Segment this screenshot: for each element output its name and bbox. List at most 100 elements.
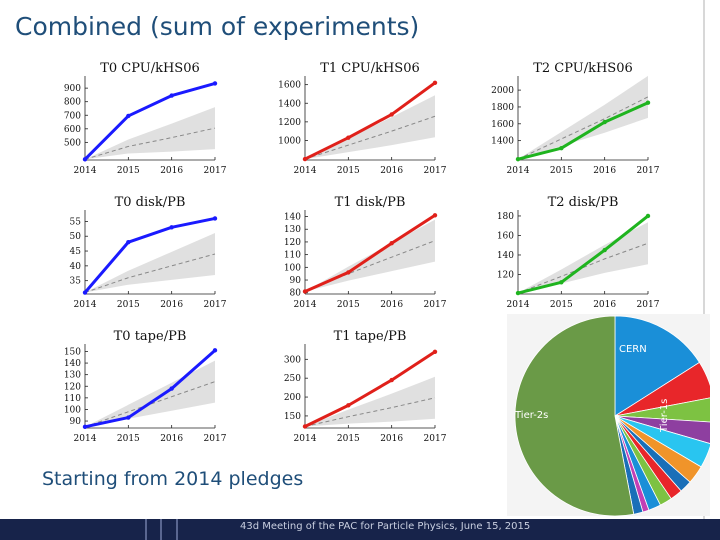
x-tick-label: 2017 [637,300,660,310]
data-point [602,119,607,125]
uncertainty-band [85,107,215,160]
data-point [169,225,174,230]
data-point [302,156,308,162]
x-tick-label: 2015 [117,300,140,310]
y-tick-label: 250 [284,374,301,384]
chart-t2-cpu: T2 CPU/kHS06 2014 2015 2016 2017 1400 1600 1800… [488,58,660,188]
y-tick-label: 1400 [491,137,514,147]
x-tick-label: 2015 [337,434,360,444]
y-tick-label: 150 [284,412,301,422]
series-line [84,349,216,429]
chart-title: T0 tape/PB [114,329,187,344]
data-point [559,280,564,285]
data-point [432,349,438,354]
y-tick-label: 80 [290,289,302,299]
series-line [304,214,436,293]
data-point [126,113,131,119]
data-point [212,216,218,221]
footer-text: 43d Meeting of the PAC for Particle Phys… [240,521,531,532]
x-tick-label: 2015 [117,434,140,444]
reference-line [84,253,216,293]
x-tick-label: 2015 [337,166,360,176]
data-point [346,270,351,275]
x-tick-label: 2016 [593,300,616,310]
data-point [169,93,174,98]
reference-line [517,242,649,294]
y-tick-label: 900 [64,84,81,94]
chart-title: T2 disk/PB [548,195,619,210]
y-tick-label: 200 [284,393,301,403]
footer-divider [176,519,178,540]
reference-line [517,96,649,160]
chart-t0-tape: T0 tape/PB 2014 2015 2016 2017 90 100 110 120 130… [55,326,227,456]
x-tick-label: 2014 [294,434,317,444]
x-tick-label: 2016 [380,300,403,310]
x-tick-label: 2015 [550,166,573,176]
pie-slice [614,315,700,417]
reference-line [304,397,436,427]
chart-t1-disk-svg: T1 disk/PB 2014 2015 2016 2017 80 90 100 110 120 1… [284,195,447,310]
x-tick-label: 2016 [160,300,183,310]
series-line [304,81,436,161]
series-line [83,216,216,294]
chart-title: T0 disk/PB [115,195,186,210]
x-tick-label: 2017 [204,300,227,310]
reference-line [304,115,436,160]
data-point [346,135,351,140]
y-tick-label: 1400 [278,99,301,109]
x-tick-label: 2014 [74,434,97,444]
pie-label-tier1: Tier-1s [659,399,670,433]
data-point [212,81,218,86]
y-tick-label: 2000 [491,86,514,96]
data-point [432,213,438,218]
y-tick-label: 700 [64,111,81,121]
data-point [126,239,131,245]
x-tick-label: 2015 [550,300,573,310]
chart-t0-disk-svg: T0 disk/PB 2014 2015 2016 2017 35 40 45 50 55 [70,195,227,310]
chart-t2-disk-svg: T2 disk/PB 2014 2015 2016 2017 120 140 160 180 [497,195,660,310]
chart-t1-disk: T1 disk/PB 2014 2015 2016 2017 80 90 100 110 120 1… [275,192,447,322]
y-tick-label: 40 [70,262,82,272]
y-tick-label: 160 [497,231,514,241]
x-tick-label: 2014 [507,166,530,176]
chart-title: T1 disk/PB [335,195,406,210]
series-line [304,350,436,428]
y-tick-label: 90 [70,417,82,427]
x-tick-label: 2016 [380,166,403,176]
data-point [82,290,88,295]
data-point [559,146,564,151]
data-point [126,415,131,420]
y-tick-label: 500 [64,138,81,148]
data-point [432,80,438,85]
y-tick-label: 180 [497,212,514,222]
y-tick-label: 90 [290,276,302,286]
y-tick-label: 1000 [278,136,301,146]
x-tick-label: 2014 [507,300,530,310]
y-tick-label: 1600 [491,120,514,130]
x-tick-label: 2015 [117,166,140,176]
x-tick-label: 2016 [380,434,403,444]
y-tick-label: 1600 [278,81,301,91]
data-point [602,247,607,253]
series-line [517,214,649,295]
series-line [517,101,649,161]
reference-line [84,381,216,428]
chart-title: T1 tape/PB [334,329,407,344]
y-tick-label: 1800 [491,103,514,113]
data-point [389,112,394,117]
y-tick-label: 50 [70,232,82,242]
pie-label-cern: CERN [619,344,647,355]
uncertainty-band [518,75,648,160]
data-point [515,290,521,296]
data-point [302,424,308,429]
data-point [389,241,394,246]
series-line [83,81,216,161]
footer-divider [145,519,147,540]
y-tick-label: 45 [70,247,82,257]
x-tick-label: 2017 [204,434,227,444]
chart-title: T0 CPU/kHS06 [100,61,200,76]
chart-t1-tape-svg: T1 tape/PB 2014 2015 2016 2017 150 200 250 300 [284,329,447,444]
footer-bar: 43d Meeting of the PAC for Particle Phys… [0,519,720,540]
x-tick-label: 2016 [160,166,183,176]
